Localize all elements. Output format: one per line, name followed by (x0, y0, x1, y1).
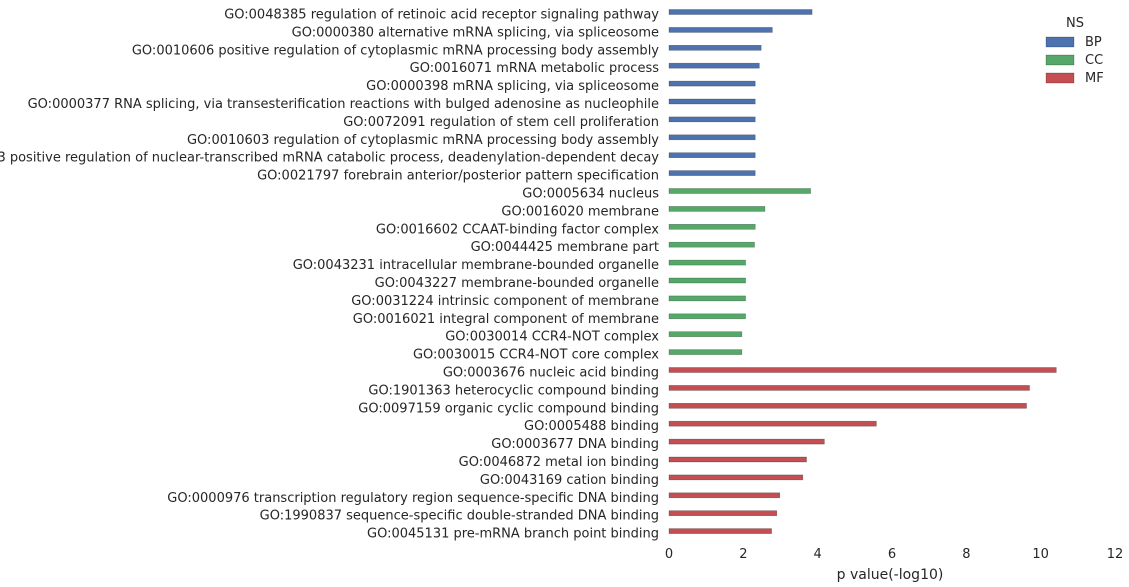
category-label: GO:0010603 regulation of cytoplasmic mRN… (187, 133, 659, 148)
bar-mf-23 (668, 420, 877, 427)
bar-bp-7 (668, 134, 756, 141)
category-label: GO:1900153 positive regulation of nuclea… (0, 151, 659, 166)
category-label: GO:0030015 CCR4-NOT core complex (413, 348, 659, 363)
category-label: GO:0016071 mRNA metabolic process (410, 61, 660, 76)
x-tick-label: 4 (814, 547, 822, 562)
category-label: GO:0016602 CCAAT-binding factor complex (376, 222, 659, 237)
bar-mf-26 (668, 474, 804, 481)
x-tick-label: 8 (962, 547, 970, 562)
bar-bp-4 (668, 80, 756, 87)
category-label: GO:0043231 intracellular membrane-bounde… (293, 258, 659, 273)
category-label: GO:0097159 organic cyclic compound bindi… (358, 401, 659, 416)
bar-bp-0 (668, 9, 813, 15)
x-axis-title: p value(-log10) (837, 567, 944, 583)
x-tick-label: 2 (739, 547, 747, 562)
x-tick-label: 10 (1032, 547, 1049, 562)
category-label: GO:0005488 binding (524, 419, 659, 434)
category-label: GO:0072091 regulation of stem cell proli… (343, 115, 659, 130)
category-label: GO:0003677 DNA binding (491, 437, 659, 452)
bar-cc-11 (668, 206, 766, 212)
category-label: GO:0045131 pre-mRNA branch point binding (367, 527, 659, 542)
bar-bp-3 (668, 62, 760, 69)
bar-cc-12 (668, 224, 756, 230)
category-label: GO:1990837 sequence-specific double-stra… (260, 509, 659, 524)
legend-swatch-bp (1045, 36, 1075, 48)
bar-bp-2 (668, 44, 762, 51)
bar-bp-1 (668, 27, 773, 33)
bar-mf-28 (668, 510, 778, 517)
category-label: GO:0043169 cation binding (480, 473, 659, 488)
category-label: GO:0046872 metal ion binding (459, 455, 659, 470)
bar-bp-6 (668, 116, 756, 123)
legend-label-bp: BP (1085, 35, 1102, 50)
bar-mf-25 (668, 456, 807, 463)
x-tick-label: 6 (888, 547, 896, 562)
category-label: GO:0016021 integral component of membran… (353, 312, 659, 327)
bar-cc-16 (668, 295, 746, 302)
category-label: GO:0005634 nucleus (522, 187, 659, 202)
bar-cc-10 (668, 188, 811, 194)
category-label: GO:1901363 heterocyclic compound binding (368, 383, 659, 398)
category-label: GO:0048385 regulation of retinoic acid r… (224, 8, 659, 23)
category-label: GO:0043227 membrane-bounded organelle (375, 276, 659, 291)
bar-mf-21 (668, 385, 1030, 391)
bar-cc-13 (668, 241, 755, 248)
legend: NS BP CC MF (1045, 16, 1104, 86)
category-label: GO:0010606 positive regulation of cytopl… (132, 43, 659, 58)
category-label: GO:0030014 CCR4-NOT complex (445, 330, 659, 345)
x-axis-ticks: 0 2 4 6 8 10 12 (665, 547, 1123, 562)
category-label: GO:0000398 mRNA splicing, via spliceosom… (366, 79, 659, 94)
bar-mf-20 (668, 367, 1057, 373)
category-label: GO:0000976 transcription regulatory regi… (167, 491, 659, 506)
legend-label-cc: CC (1085, 53, 1103, 68)
bar-bp-5 (668, 98, 756, 105)
legend-swatch-mf (1045, 72, 1075, 84)
legend-label-mf: MF (1085, 71, 1104, 86)
x-tick-label: 12 (1107, 547, 1124, 562)
bar-bp-8 (668, 152, 756, 158)
bar-cc-17 (668, 313, 746, 320)
bar-mf-29 (668, 528, 772, 534)
x-tick-label: 0 (665, 547, 673, 562)
bar-mf-22 (668, 402, 1027, 409)
legend-swatch-cc (1045, 54, 1075, 66)
category-label: GO:0000380 alternative mRNA splicing, vi… (292, 25, 659, 40)
category-label: GO:0021797 forebrain anterior/posterior … (257, 169, 659, 184)
category-label: GO:0044425 membrane part (471, 240, 659, 255)
category-labels: GO:0048385 regulation of retinoic acid r… (0, 8, 659, 542)
category-label: GO:0003676 nucleic acid binding (443, 366, 659, 381)
category-label: GO:0031224 intrinsic component of membra… (351, 294, 659, 309)
bar-mf-24 (668, 438, 825, 445)
bar-cc-14 (668, 259, 746, 266)
bar-mf-27 (668, 492, 781, 499)
bar-bp-9 (668, 170, 756, 176)
bar-cc-18 (668, 331, 743, 338)
bar-cc-15 (668, 277, 746, 284)
bar-cc-19 (668, 349, 743, 355)
legend-title: NS (1066, 16, 1084, 31)
bars-layer (668, 9, 1057, 534)
category-label: GO:0016020 membrane (501, 204, 659, 219)
category-label: GO:0000377 RNA splicing, via transesteri… (28, 97, 659, 112)
